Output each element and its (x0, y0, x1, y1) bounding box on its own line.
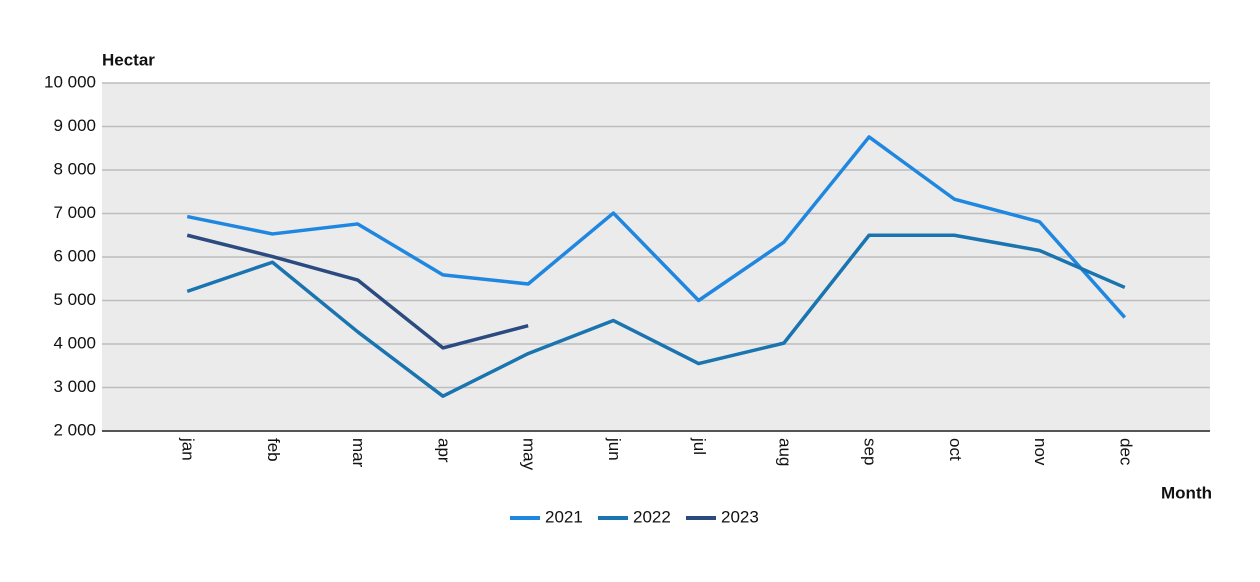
y-tick-label: 6 000 (53, 246, 96, 265)
y-tick-label: 5 000 (53, 290, 96, 309)
y-tick-label: 8 000 (53, 159, 96, 178)
y-tick-label: 4 000 (53, 333, 96, 352)
series-line (186, 233, 1126, 398)
y-tick-label: 3 000 (53, 377, 96, 396)
x-tick-label: jul (690, 437, 709, 455)
legend-label: 2021 (545, 507, 583, 526)
y-tick-label: 10 000 (44, 72, 96, 91)
y-axis-title: Hectar (102, 50, 155, 69)
x-tick-label: jun (605, 437, 624, 461)
x-tick-label: dec (1116, 438, 1135, 466)
x-tick-label: oct (946, 438, 965, 461)
y-tick-label: 7 000 (53, 203, 96, 222)
series-line (186, 135, 1127, 319)
x-tick-label: nov (1031, 438, 1050, 466)
x-tick-label: aug (775, 438, 794, 466)
series-line (186, 233, 529, 350)
y-tick-label: 9 000 (53, 116, 96, 135)
x-tick-label: apr (434, 438, 453, 463)
y-tick-label: 2 000 (53, 420, 96, 439)
x-tick-label: feb (264, 438, 283, 462)
x-tick-label: mar (349, 438, 368, 468)
x-tick-label: may (520, 438, 539, 471)
x-tick-label: jan (179, 437, 198, 461)
legend-label: 2022 (633, 507, 671, 526)
x-tick-label: sep (861, 438, 880, 465)
x-axis-title: Month (1161, 483, 1212, 502)
legend-label: 2023 (721, 507, 759, 526)
